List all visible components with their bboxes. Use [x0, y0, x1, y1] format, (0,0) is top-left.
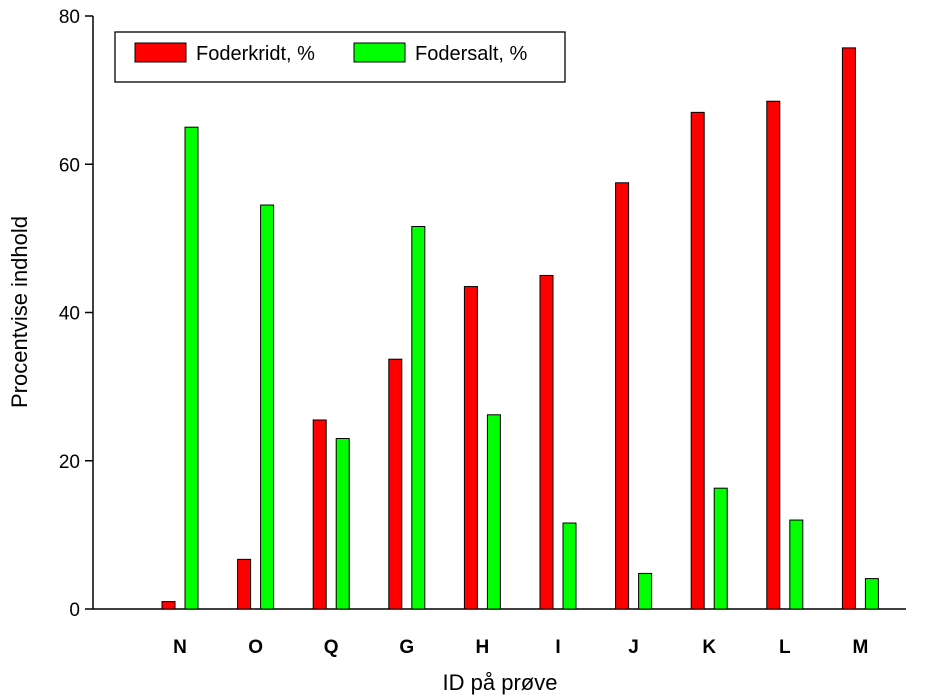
- legend-swatch-foderkridt: [134, 42, 187, 63]
- bar-fodersalt-H: [486, 414, 501, 610]
- bar-fodersalt-I: [562, 522, 577, 610]
- x-tick-label-Q: Q: [324, 637, 339, 658]
- x-tick-label-O: O: [248, 637, 263, 658]
- x-tick-label-K: K: [702, 637, 716, 658]
- x-tick-label-I: I: [555, 637, 560, 658]
- legend-label-foderkridt: Foderkridt, %: [196, 43, 315, 65]
- legend-swatch-fodersalt: [353, 42, 406, 63]
- bar-fodersalt-O: [260, 204, 275, 610]
- bar-foderkridt-K: [690, 111, 705, 610]
- x-axis-title: ID på prøve: [443, 670, 558, 695]
- bar-foderkridt-M: [841, 47, 856, 610]
- bar-foderkridt-J: [615, 182, 630, 610]
- bar-fodersalt-L: [789, 519, 804, 610]
- y-tick-label: 20: [59, 452, 80, 473]
- legend-label-fodersalt: Fodersalt, %: [415, 43, 527, 65]
- y-tick-label: 0: [69, 600, 80, 621]
- x-tick-label-H: H: [476, 637, 490, 658]
- bar-foderkridt-G: [388, 358, 403, 610]
- bar-foderkridt-I: [539, 274, 554, 610]
- bar-foderkridt-N: [161, 601, 176, 610]
- legend-box: [114, 31, 566, 83]
- bar-foderkridt-H: [463, 286, 478, 610]
- bar-fodersalt-N: [184, 126, 199, 610]
- legend: Foderkridt, % Fodersalt, %: [114, 31, 566, 83]
- bars: [161, 47, 879, 610]
- bar-fodersalt-G: [411, 226, 426, 610]
- bar-fodersalt-J: [638, 572, 653, 610]
- bar-foderkridt-L: [766, 100, 781, 610]
- x-tick-label-M: M: [852, 637, 868, 658]
- bar-fodersalt-Q: [335, 438, 350, 610]
- y-ticks: 0 20 40 60 80: [59, 7, 93, 621]
- bar-foderkridt-Q: [312, 419, 327, 610]
- y-tick-label: 60: [59, 155, 80, 176]
- bar-foderkridt-O: [237, 558, 252, 610]
- y-tick-label: 40: [59, 304, 80, 325]
- x-tick-label-G: G: [399, 637, 414, 658]
- bar-fodersalt-M: [864, 578, 879, 610]
- y-axis-title: Procentvise indhold: [7, 216, 32, 408]
- x-tick-label-L: L: [779, 637, 791, 658]
- bar-fodersalt-K: [713, 487, 728, 610]
- x-tick-label-N: N: [173, 637, 187, 658]
- x-tick-label-J: J: [628, 637, 639, 658]
- y-tick-label: 80: [59, 7, 80, 28]
